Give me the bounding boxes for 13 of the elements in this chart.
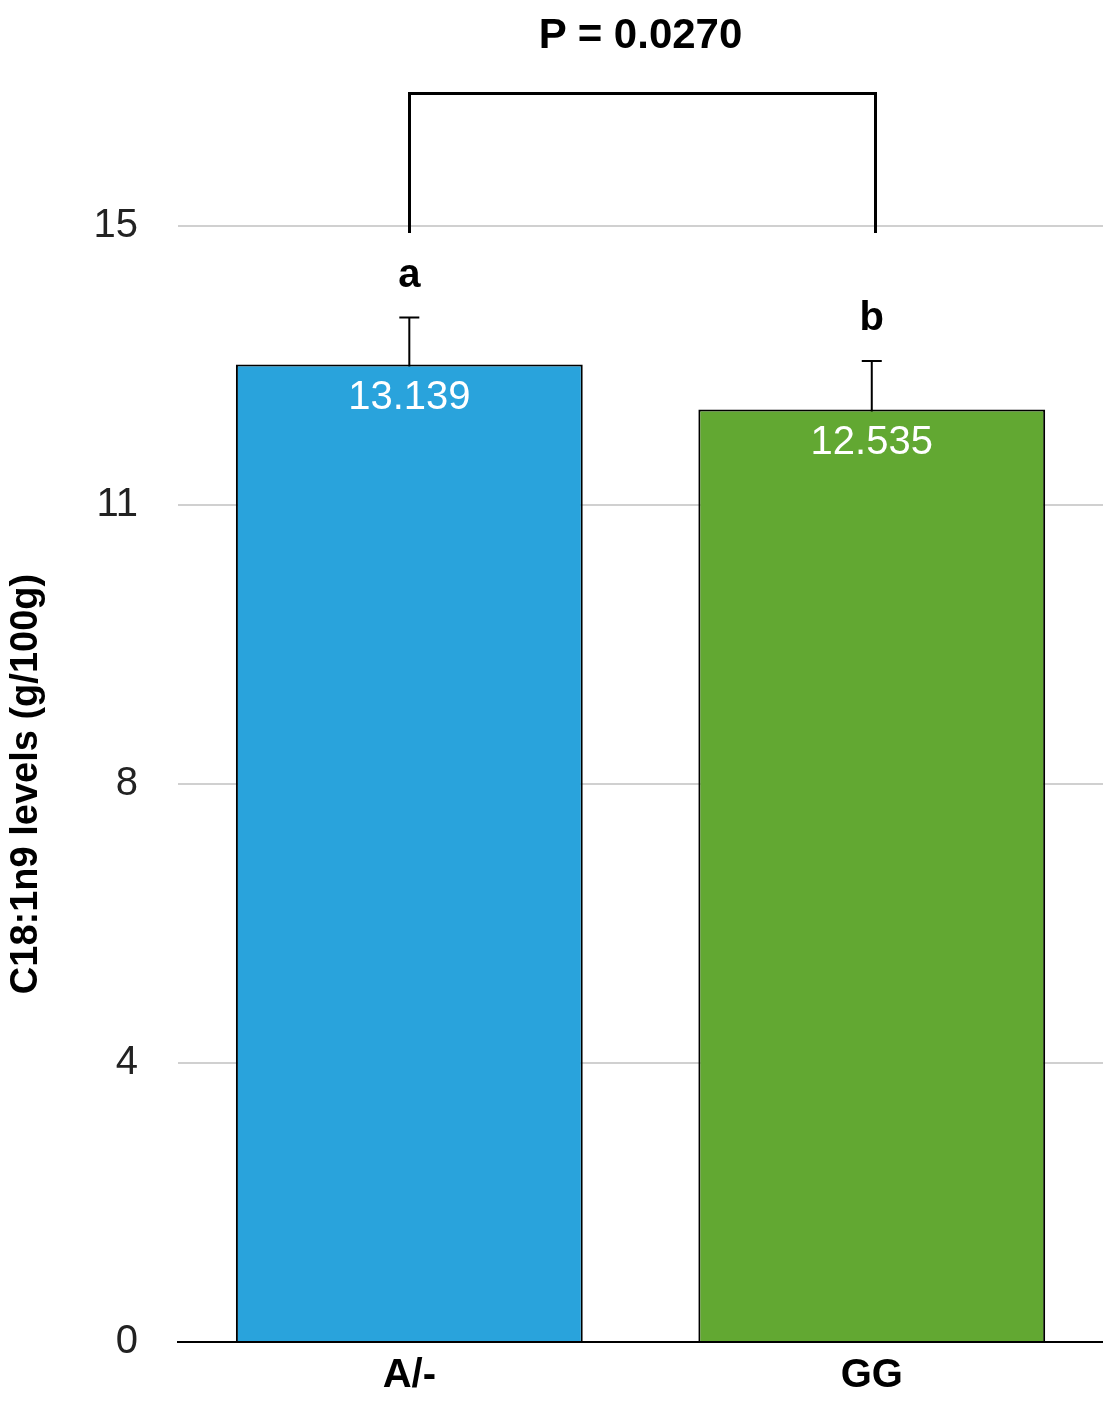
x-tick-label: A/- <box>382 1351 436 1396</box>
y-tick-label: 8 <box>115 759 139 804</box>
y-tick-label: 15 <box>93 201 139 246</box>
y-tick-label: 0 <box>115 1317 139 1362</box>
data-label: 12.535 <box>810 418 933 463</box>
data-label: 13.139 <box>348 373 471 418</box>
y-tick-label: 4 <box>115 1038 139 1083</box>
text: P = 0.0270 <box>538 9 743 57</box>
annotation: a <box>398 250 422 295</box>
y-tick-label: 11 <box>96 480 139 525</box>
y-axis-title: C18:1n9 levels (g/100g) <box>3 573 46 995</box>
annotation: b <box>859 294 884 339</box>
x-tick-label: GG <box>840 1351 903 1396</box>
